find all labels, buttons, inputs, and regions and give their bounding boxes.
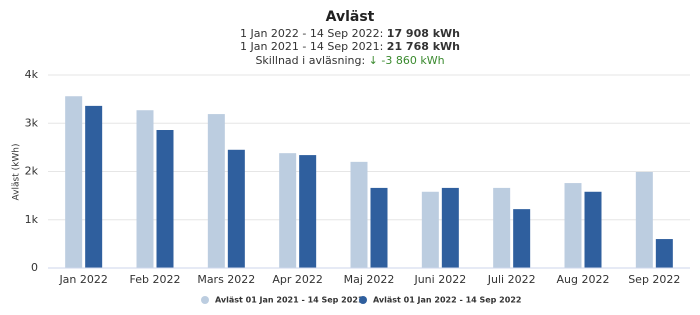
summary-line: 1 Jan 2021 - 14 Sep 2021: 21 768 kWh [240, 40, 460, 53]
summary-value: 17 908 kWh [387, 27, 460, 40]
bar [370, 187, 388, 268]
bar [227, 149, 245, 268]
legend-label[interactable]: Avläst 01 Jan 2022 - 14 Sep 2022 [373, 296, 521, 305]
y-tick-label: 2k [25, 165, 39, 178]
x-tick-label: Juni 2022 [413, 273, 466, 286]
bar [584, 191, 602, 268]
chart-title: Avläst [326, 9, 375, 25]
bar [513, 209, 531, 268]
y-tick-label: 3k [25, 116, 39, 129]
bar [65, 96, 83, 268]
bar [350, 161, 368, 268]
bar [564, 183, 582, 268]
y-tick-label: 1k [25, 213, 39, 226]
summary-value: 21 768 kWh [387, 40, 460, 53]
bar [421, 191, 439, 268]
bar [207, 114, 225, 269]
y-tick-label: 0 [31, 261, 38, 274]
y-tick-label: 4k [25, 68, 39, 81]
bar [493, 187, 511, 268]
bar [156, 130, 174, 268]
x-tick-label: Apr 2022 [272, 273, 323, 286]
x-tick-label: Feb 2022 [130, 273, 181, 286]
x-tick-label: Sep 2022 [628, 273, 680, 286]
bar [279, 153, 297, 268]
bar [85, 105, 103, 268]
bar [655, 239, 673, 268]
bar [635, 171, 653, 268]
x-tick-label: Mars 2022 [197, 273, 255, 286]
summary-label: 1 Jan 2021 - 14 Sep 2021: [240, 40, 383, 53]
difference-line: Skillnad i avläsning: ↓ -3 860 kWh [255, 54, 444, 67]
summary-line: 1 Jan 2022 - 14 Sep 2022: 17 908 kWh [240, 27, 460, 40]
x-tick-label: Aug 2022 [557, 273, 610, 286]
y-axis-label: Avläst (kWh) [12, 144, 22, 201]
difference-label: Skillnad i avläsning: [255, 54, 365, 67]
summary-label: 1 Jan 2022 - 14 Sep 2022: [240, 27, 383, 40]
legend-marker[interactable] [201, 296, 209, 304]
difference-value: ↓ -3 860 kWh [369, 54, 445, 67]
x-tick-label: Maj 2022 [344, 273, 395, 286]
legend-label[interactable]: Avläst 01 Jan 2021 - 14 Sep 2021 [215, 296, 364, 305]
x-tick-label: Jan 2022 [58, 273, 107, 286]
legend-marker[interactable] [359, 296, 367, 304]
bar [299, 155, 317, 268]
x-tick-label: Juli 2022 [487, 273, 536, 286]
bar [441, 187, 459, 268]
bar [136, 110, 154, 268]
